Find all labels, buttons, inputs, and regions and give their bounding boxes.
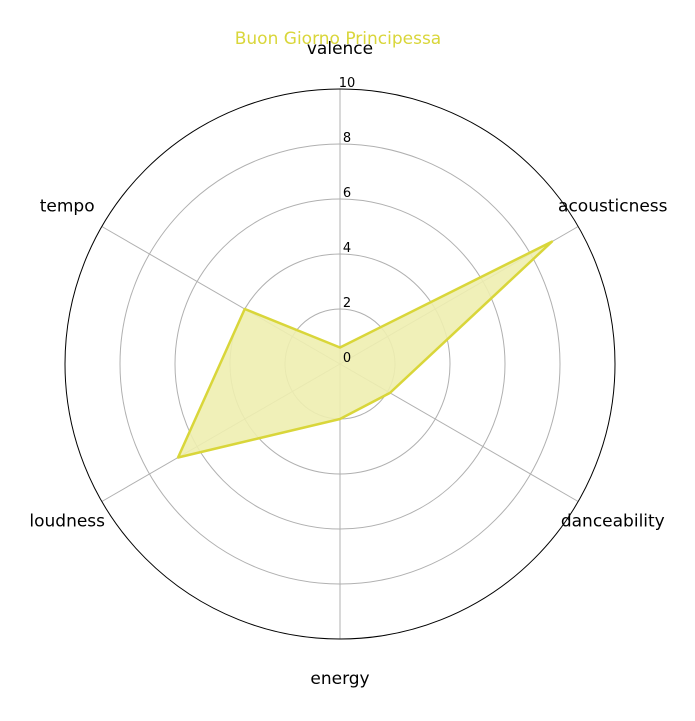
axis-labels: valence acousticness danceability energy lou…	[29, 39, 667, 689]
radial-tick-labels: 0 2 4 6 8 10	[339, 76, 356, 366]
axis-label-acousticness: acousticness	[558, 197, 668, 217]
axis-label-danceability: danceability	[561, 512, 665, 532]
radial-tick-label: 0	[343, 351, 351, 366]
chart-title: Buon Giorno Principessa	[235, 29, 441, 49]
polar-frame	[64, 88, 616, 640]
radial-tick-label: 4	[343, 241, 351, 256]
axis-label-energy: energy	[310, 669, 369, 689]
radial-tick-label: 8	[343, 131, 351, 146]
axis-label-tempo: tempo	[40, 197, 95, 217]
radial-tick-label: 6	[343, 186, 351, 201]
radial-tick-label: 10	[339, 76, 356, 91]
radar-series	[176, 240, 554, 459]
axis-label-loudness: loudness	[29, 512, 105, 532]
radial-tick-label: 2	[343, 296, 351, 311]
series-area	[178, 241, 552, 458]
series-line	[176, 240, 554, 459]
axis-label-valence: valence	[307, 39, 373, 59]
